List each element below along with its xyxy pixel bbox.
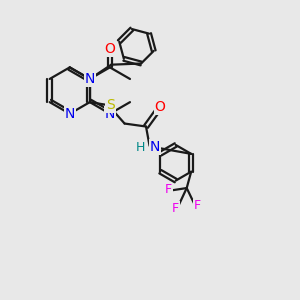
Text: F: F [194,200,201,212]
Text: N: N [105,107,115,121]
Text: O: O [104,42,115,56]
Text: N: N [85,72,95,86]
Text: N: N [64,107,75,121]
Text: H: H [136,141,145,154]
Text: F: F [172,202,179,215]
Text: F: F [165,183,172,196]
Text: N: N [150,140,160,154]
Text: O: O [154,100,165,114]
Text: S: S [106,98,115,112]
